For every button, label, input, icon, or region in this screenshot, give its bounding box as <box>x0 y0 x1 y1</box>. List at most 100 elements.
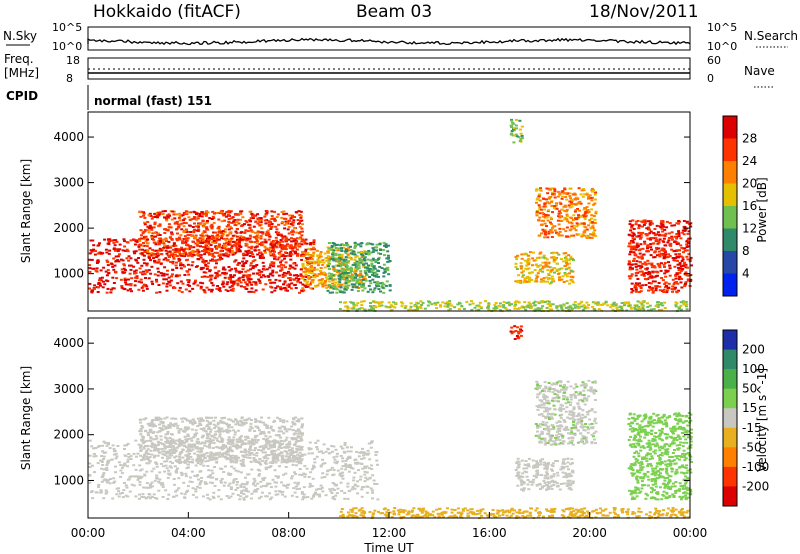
power-cell <box>231 276 235 279</box>
power-cell <box>246 252 250 255</box>
power-cell <box>273 210 277 213</box>
power-cell <box>586 209 590 211</box>
power-cell <box>125 257 129 260</box>
power-cell <box>311 266 315 269</box>
velocity-cell <box>341 460 345 463</box>
power-cell <box>103 283 107 286</box>
power-cell <box>140 281 143 284</box>
power-cell <box>188 284 191 287</box>
velocity-cell <box>182 461 186 464</box>
power-cell <box>385 280 389 283</box>
power-cell <box>566 267 570 270</box>
power-cell <box>343 250 347 253</box>
velocity-cell <box>94 447 98 449</box>
beam-title: Beam 03 <box>356 2 432 22</box>
power-cell <box>664 281 668 284</box>
power-cell <box>250 213 254 215</box>
power-cell <box>143 251 147 253</box>
power-cell <box>641 262 645 265</box>
power-cell <box>331 274 335 277</box>
power-cell <box>379 252 383 255</box>
power-cell <box>304 270 308 273</box>
power-cell <box>565 210 569 213</box>
power-cell <box>403 306 407 309</box>
power-cell <box>344 258 348 261</box>
power-cell <box>157 211 161 214</box>
power-cell <box>304 286 308 288</box>
power-cell <box>637 224 641 227</box>
power-cell <box>213 251 217 254</box>
power-cell <box>200 241 204 244</box>
power-cell <box>188 290 192 293</box>
power-cell <box>527 257 530 260</box>
power-cell <box>301 266 305 269</box>
power-cell <box>661 247 665 250</box>
power-cell <box>314 261 318 264</box>
power-cell <box>369 282 373 285</box>
power-cell <box>167 226 171 229</box>
power-cell <box>562 228 566 231</box>
power-cell <box>591 305 595 308</box>
power-cell <box>660 277 664 279</box>
power-cell <box>374 259 378 262</box>
power-cell <box>381 283 385 286</box>
velocity-cell <box>239 462 243 465</box>
power-cell <box>636 255 640 258</box>
power-cell <box>531 257 535 260</box>
power-cell <box>663 307 667 309</box>
power-cell <box>635 246 639 249</box>
power-cell <box>156 234 160 237</box>
velocity-cell <box>330 492 334 494</box>
velocity-cell <box>368 476 372 479</box>
power-cell <box>411 309 415 312</box>
velocity-cell <box>212 497 216 499</box>
power-colorbar-swatch <box>723 161 737 184</box>
power-cell <box>150 228 154 231</box>
power-cell <box>286 228 290 231</box>
power-cell <box>312 266 316 269</box>
power-cell <box>354 256 358 259</box>
power-cell <box>95 267 99 270</box>
velocity-cell <box>163 470 167 473</box>
power-cell <box>294 264 298 267</box>
velocity-cell <box>262 421 265 424</box>
power-cell <box>149 272 153 275</box>
velocity-cell <box>336 460 339 463</box>
power-cell <box>106 264 110 267</box>
power-cell <box>587 211 591 214</box>
power-cell <box>671 278 675 281</box>
power-cell <box>249 229 253 232</box>
velocity-cell <box>319 465 323 468</box>
power-cell <box>258 224 262 227</box>
velocity-cell <box>88 439 92 442</box>
velocity-cell <box>102 458 106 460</box>
power-cell <box>345 261 349 263</box>
power-cell <box>545 258 549 261</box>
power-cell <box>331 291 335 294</box>
power-cell <box>135 275 139 278</box>
power-cell <box>538 308 541 311</box>
power-cell <box>363 287 367 290</box>
velocity-cell <box>332 473 336 476</box>
power-cell <box>280 211 284 213</box>
power-cell <box>674 253 678 256</box>
power-cell <box>335 291 339 294</box>
power-cell <box>520 125 524 128</box>
power-cell <box>540 223 544 226</box>
velocity-cell <box>295 488 299 491</box>
power-cell <box>658 238 662 241</box>
velocity-cell <box>303 465 307 467</box>
velocity-cell <box>231 442 235 445</box>
power-cell <box>498 309 502 312</box>
power-cell <box>290 231 294 233</box>
velocity-cell <box>209 439 213 442</box>
power-cell <box>175 255 179 257</box>
power-cell <box>355 260 359 263</box>
power-cell <box>358 276 362 278</box>
power-cell <box>638 270 642 273</box>
velocity-cell <box>105 491 109 494</box>
velocity-cell <box>332 456 336 459</box>
power-cell <box>194 242 198 245</box>
power-cell <box>538 193 542 196</box>
velocity-cell <box>348 489 352 492</box>
